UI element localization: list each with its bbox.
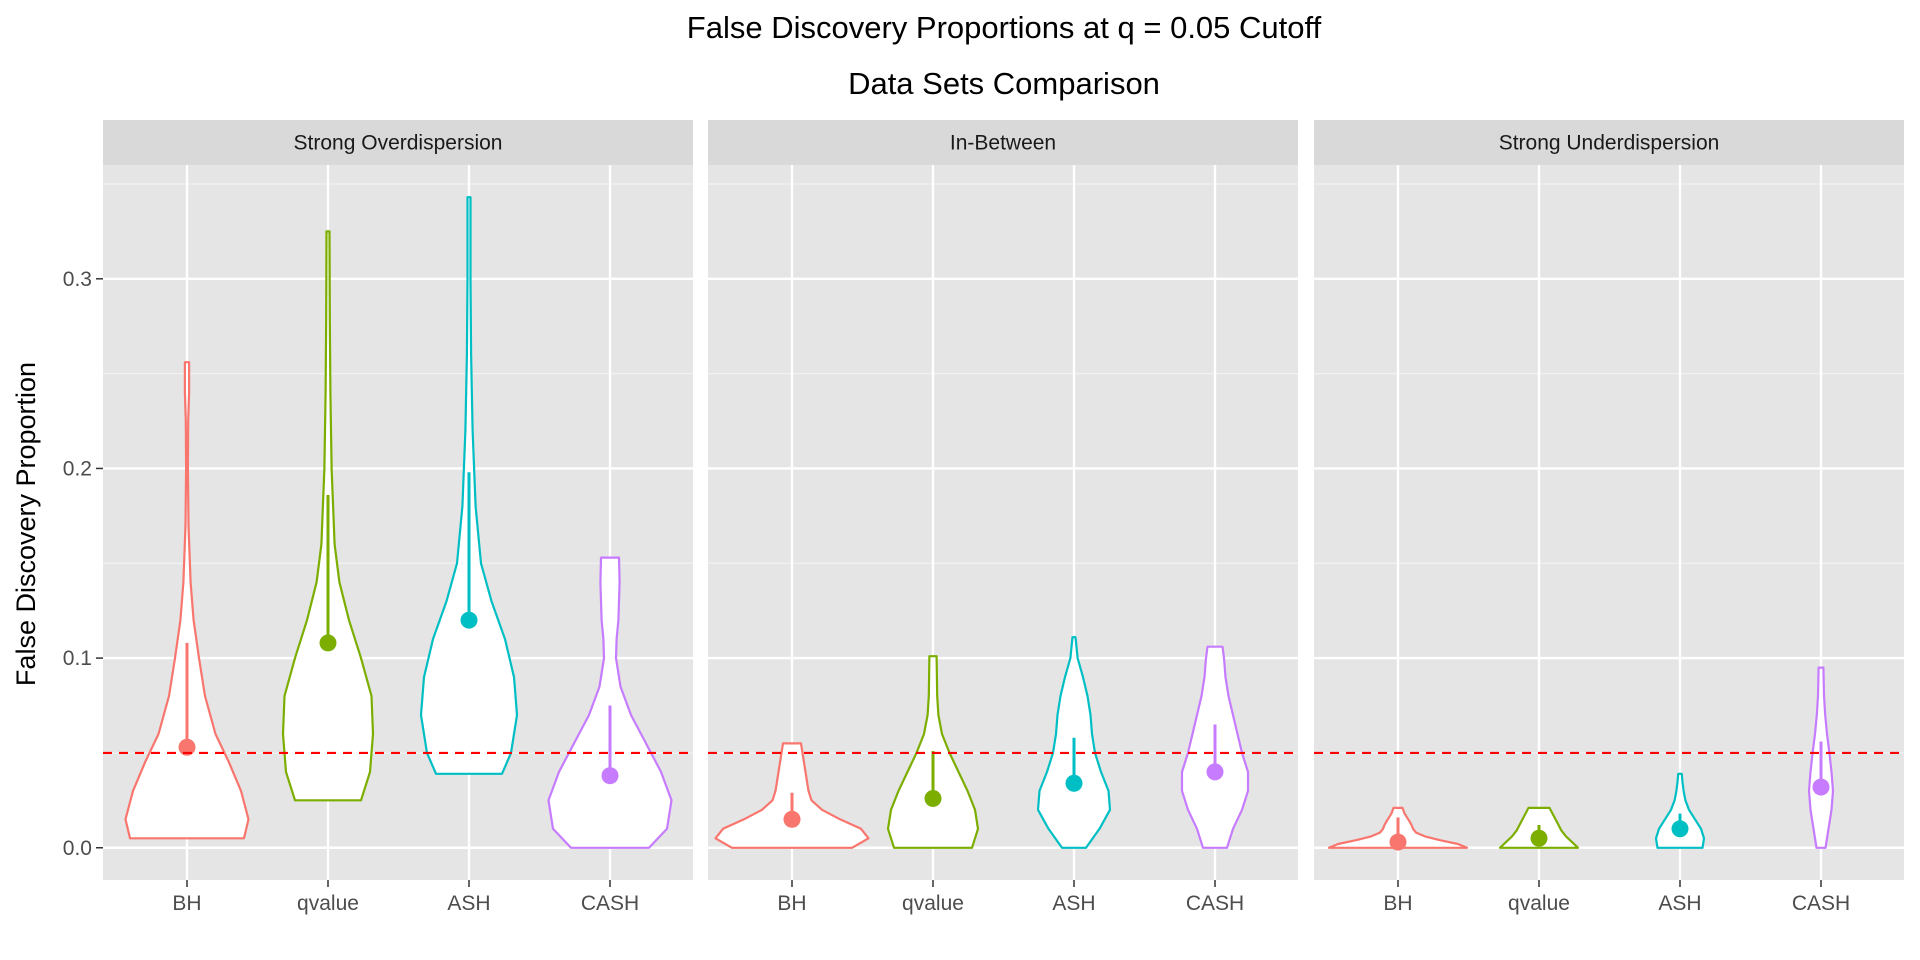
x-tick-label: ASH: [447, 892, 490, 915]
mean-point: [1672, 820, 1689, 837]
y-tick-label: 0.2: [63, 457, 92, 480]
chart-subtitle: Data Sets Comparison: [848, 66, 1160, 101]
x-tick-label: BH: [1383, 892, 1412, 915]
facet-panel: In-Between BH qvalue ASH CASH: [708, 120, 1298, 915]
facet-strip-label: In-Between: [950, 132, 1056, 155]
y-tick-label: 0.3: [63, 268, 92, 291]
facet-strip-label: Strong Underdispersion: [1499, 132, 1720, 155]
facet-strip-label: Strong Overdispersion: [294, 132, 503, 155]
x-tick-label: CASH: [1186, 892, 1244, 915]
x-tick-label: ASH: [1052, 892, 1095, 915]
mean-point: [320, 634, 337, 651]
mean-point: [1207, 763, 1224, 780]
y-tick-label: 0.1: [63, 647, 92, 670]
x-tick-label: qvalue: [297, 892, 359, 915]
y-axis-title: False Discovery Proportion: [11, 362, 41, 686]
x-tick-label: CASH: [581, 892, 639, 915]
mean-point: [1813, 779, 1830, 796]
mean-point: [1531, 830, 1548, 847]
x-tick-label: qvalue: [902, 892, 964, 915]
mean-point: [925, 790, 942, 807]
mean-point: [1390, 834, 1407, 851]
x-tick-label: qvalue: [1508, 892, 1570, 915]
x-tick-label: ASH: [1658, 892, 1701, 915]
facet-panel: Strong Overdispersion BH qvalue ASH CASH: [103, 120, 693, 915]
x-tick-label: BH: [777, 892, 806, 915]
x-tick-label: CASH: [1792, 892, 1850, 915]
chart-title: False Discovery Proportions at q = 0.05 …: [687, 10, 1322, 45]
x-tick-label: BH: [172, 892, 201, 915]
mean-point: [784, 811, 801, 828]
mean-point: [1066, 775, 1083, 792]
facet-panel: Strong Underdispersion BH qvalue ASH CASH: [1314, 120, 1904, 915]
mean-point: [461, 612, 478, 629]
y-tick-label: 0.0: [63, 837, 92, 860]
facet-panels: 0.0 0.1 0.2 0.3 Strong Overdispersion BH qvalu…: [63, 120, 1904, 915]
mean-point: [602, 767, 619, 784]
